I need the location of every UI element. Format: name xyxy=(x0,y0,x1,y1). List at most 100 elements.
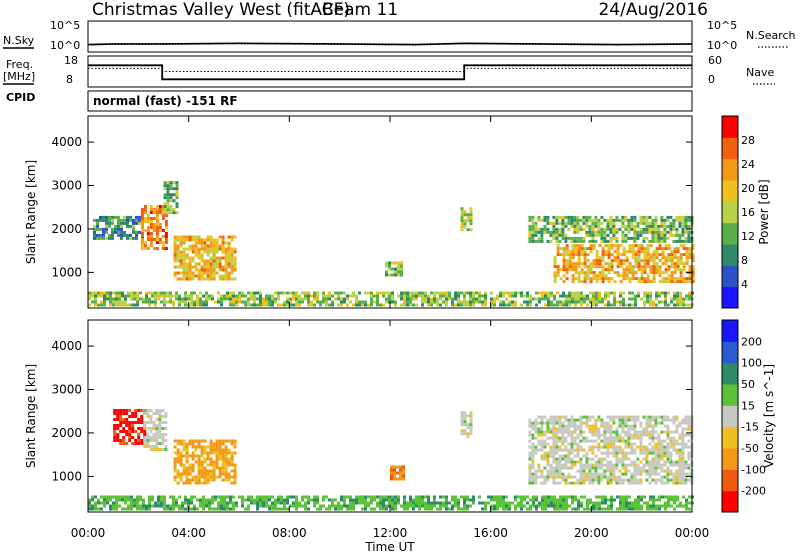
heatmap-cell-0 xyxy=(682,495,685,499)
heatmap-cell-0 xyxy=(322,291,325,295)
heatmap-cell-6 xyxy=(615,445,619,449)
heatmap-cell-0 xyxy=(412,498,415,502)
heatmap-cell-3 xyxy=(176,454,180,458)
heatmap-cell-6 xyxy=(609,418,613,422)
heatmap-cell-0 xyxy=(463,498,466,502)
heatmap-cell-0 xyxy=(592,291,595,295)
velocity-colorbar-label: Velocity [m s^-1] xyxy=(762,364,776,468)
heatmap-cell-0 xyxy=(214,300,217,304)
heatmap-cell-6 xyxy=(555,448,559,452)
heatmap-cell-4 xyxy=(209,235,213,239)
heatmap-cell-0 xyxy=(271,507,274,511)
heatmap-cell-0 xyxy=(205,501,208,505)
heatmap-cell-5 xyxy=(469,411,473,415)
heatmap-cell-1 xyxy=(129,236,132,240)
heatmap-cell-6 xyxy=(666,466,670,470)
heatmap-cell-2 xyxy=(146,433,150,436)
heatmap-cell-0 xyxy=(223,297,226,301)
heatmap-cell-0 xyxy=(577,498,580,502)
heatmap-cell-8 xyxy=(646,265,650,269)
heatmap-cell-0 xyxy=(448,294,451,298)
heatmap-cell-6 xyxy=(549,451,553,455)
heatmap-cell-0 xyxy=(262,495,265,499)
heatmap-cell-8 xyxy=(595,274,599,278)
heatmap-cell-6 xyxy=(534,430,538,434)
heatmap-cell-2 xyxy=(161,208,165,211)
heatmap-cell-1 xyxy=(114,227,117,231)
heatmap-cell-8 xyxy=(661,262,665,266)
heatmap-cell-2 xyxy=(161,415,165,418)
heatmap-cell-0 xyxy=(370,291,373,295)
heatmap-cell-8 xyxy=(580,268,584,272)
heatmap-cell-4 xyxy=(227,265,231,269)
heatmap-cell-6 xyxy=(528,469,532,473)
heatmap-cell-0 xyxy=(361,501,364,505)
heatmap-cell-4 xyxy=(233,268,237,272)
heatmap-cell-7 xyxy=(588,218,592,222)
heatmap-cell-8 xyxy=(562,256,566,260)
heatmap-cell-8 xyxy=(691,244,695,248)
heatmap-cell-3 xyxy=(185,445,189,449)
heatmap-cell-8 xyxy=(556,253,560,257)
heatmap-cell-8 xyxy=(664,262,668,266)
heatmap-cell-0 xyxy=(604,498,607,502)
heatmap-cell-0 xyxy=(232,504,235,508)
heatmap-cell-8 xyxy=(556,268,560,272)
heatmap-cell-8 xyxy=(565,271,569,275)
heatmap-cell-8 xyxy=(577,259,581,263)
heatmap-cell-8 xyxy=(592,259,596,263)
heatmap-cell-6 xyxy=(469,228,473,232)
heatmap-cell-0 xyxy=(628,507,631,511)
heatmap-cell-8 xyxy=(664,277,668,281)
heatmap-cell-0 xyxy=(241,291,244,295)
heatmap-cell-0 xyxy=(631,501,634,505)
heatmap-cell-1 xyxy=(122,412,126,415)
heatmap-cell-3 xyxy=(206,478,210,482)
heatmap-cell-8 xyxy=(643,265,647,269)
heatmap-cell-0 xyxy=(220,504,223,508)
heatmap-cell-6 xyxy=(528,418,532,422)
heatmap-cell-0 xyxy=(187,498,190,502)
heatmap-cell-0 xyxy=(118,300,121,304)
colorbar-segment xyxy=(722,426,738,449)
heatmap-cell-6 xyxy=(463,213,467,217)
heatmap-cell-1 xyxy=(132,224,135,228)
heatmap-cell-6 xyxy=(603,475,607,479)
heatmap-cell-8 xyxy=(637,247,641,251)
heatmap-cell-0 xyxy=(502,294,505,298)
heatmap-cell-0 xyxy=(106,291,109,295)
heatmap-cell-6 xyxy=(469,219,473,223)
heatmap-cell-0 xyxy=(181,504,184,508)
heatmap-cell-6 xyxy=(546,436,550,440)
heatmap-cell-0 xyxy=(502,495,505,499)
heatmap-cell-4 xyxy=(230,265,234,269)
heatmap-cell-0 xyxy=(352,303,355,307)
heatmap-cell-8 xyxy=(568,259,572,263)
heatmap-cell-0 xyxy=(430,300,433,304)
heatmap-cell-0 xyxy=(589,291,592,295)
heatmap-cell-4 xyxy=(191,256,195,260)
heatmap-cell-3 xyxy=(203,460,207,464)
heatmap-cell-4 xyxy=(218,247,222,251)
heatmap-cell-8 xyxy=(616,265,620,269)
heatmap-cell-6 xyxy=(543,481,547,485)
heatmap-cell-4 xyxy=(402,468,405,472)
heatmap-cell-3 xyxy=(230,469,234,473)
heatmap-cell-8 xyxy=(655,247,659,251)
heatmap-cell-8 xyxy=(577,244,581,248)
heatmap-cell-6 xyxy=(555,415,559,419)
heatmap-cell-8 xyxy=(652,280,656,284)
heatmap-cell-0 xyxy=(334,504,337,508)
heatmap-cell-2 xyxy=(140,238,144,241)
heatmap-cell-0 xyxy=(190,498,193,502)
heatmap-cell-5 xyxy=(460,411,464,415)
heatmap-cell-0 xyxy=(385,507,388,511)
heatmap-cell-0 xyxy=(406,501,409,505)
heatmap-cell-0 xyxy=(124,498,127,502)
heatmap-cell-0 xyxy=(313,501,316,505)
heatmap-cell-0 xyxy=(571,501,574,505)
heatmap-cell-4 xyxy=(179,259,183,263)
heatmap-cell-0 xyxy=(532,297,535,301)
heatmap-cell-2 xyxy=(149,211,153,214)
heatmap-cell-6 xyxy=(597,445,601,449)
